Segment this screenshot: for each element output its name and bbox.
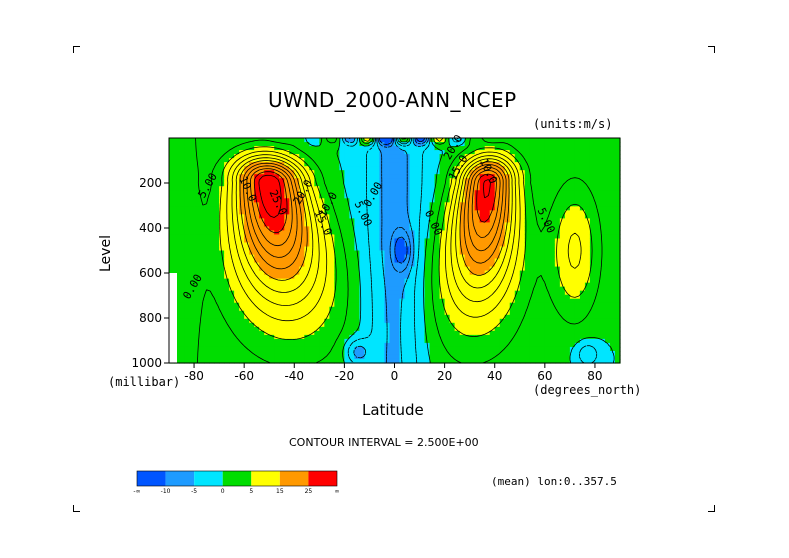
x-tick-label: 40: [487, 369, 502, 383]
colorbar-label: 0: [221, 488, 225, 495]
contour-line: [250, 168, 501, 247]
x-axis-title: Latitude: [362, 401, 424, 419]
contour-line: [305, 137, 615, 364]
contour-line: [195, 137, 603, 364]
mean-longitude-label: (mean) lon:0..357.5: [491, 475, 617, 488]
x-tick-label: -20: [335, 369, 355, 383]
corner-mark-bl: [73, 505, 80, 512]
x-tick-label: -60: [234, 369, 254, 383]
x-tick-label: 20: [437, 369, 452, 383]
contour-lines: [195, 137, 615, 364]
colorbar-label: ∞: [335, 488, 340, 495]
corner-mark-tr: [708, 46, 715, 53]
units-label: (units:m/s): [533, 117, 613, 131]
contour-line: [231, 154, 517, 306]
colorbar-label: -∞: [133, 488, 140, 495]
corner-mark-br: [708, 505, 715, 512]
colorbar-frame: [136, 470, 338, 487]
y-tick-label: 400: [139, 221, 162, 235]
chart-title: UWND_2000-ANN_NCEP: [268, 88, 517, 112]
colorbar-label: 25: [305, 488, 313, 495]
x-tick-label: -40: [284, 369, 304, 383]
missing-data-region: [169, 273, 177, 363]
contour-line: [235, 157, 513, 293]
corner-mark-tl: [73, 46, 80, 53]
contour-line: [239, 160, 510, 281]
contour-line: [246, 165, 504, 258]
colorbar-swatch: [165, 471, 195, 486]
colorbar-swatch: [251, 471, 280, 486]
colorbar-swatch: [194, 471, 223, 486]
colorbar-label: 5: [249, 488, 253, 495]
y-tick-label: 1000: [131, 356, 162, 370]
y-axis-title: Level: [98, 235, 114, 272]
colorbar-swatch: [222, 471, 252, 486]
contour-line: [253, 171, 497, 234]
contour-line: [342, 137, 598, 364]
contour-line: [219, 137, 593, 340]
x-tick-label: 0: [391, 369, 399, 383]
contour-line: [344, 137, 429, 364]
contour-line: [243, 162, 507, 270]
colorbar-swatch: [279, 471, 309, 486]
colorbar-label: -5: [191, 488, 197, 495]
colorbar-swatch: [308, 471, 337, 486]
colorbar-swatch: [137, 471, 166, 486]
y-tick-label: 600: [139, 266, 162, 280]
x-unit-label: (degrees_north): [533, 383, 642, 397]
contour-line: [258, 174, 491, 218]
y-tick-label: 200: [139, 176, 162, 190]
contour-line: [378, 137, 426, 264]
colorbar-label: -10: [161, 488, 171, 495]
y-tick-label: 800: [139, 311, 162, 325]
x-tick-label: 60: [537, 369, 552, 383]
x-tick-label: -80: [184, 369, 204, 383]
y-unit-label: (millibar): [108, 375, 181, 389]
colorbar-label: 15: [276, 488, 284, 495]
contour-line: [226, 150, 582, 322]
contour-interval-label: CONTOUR INTERVAL = 2.500E+00: [289, 436, 479, 449]
x-tick-label: 80: [587, 369, 602, 383]
